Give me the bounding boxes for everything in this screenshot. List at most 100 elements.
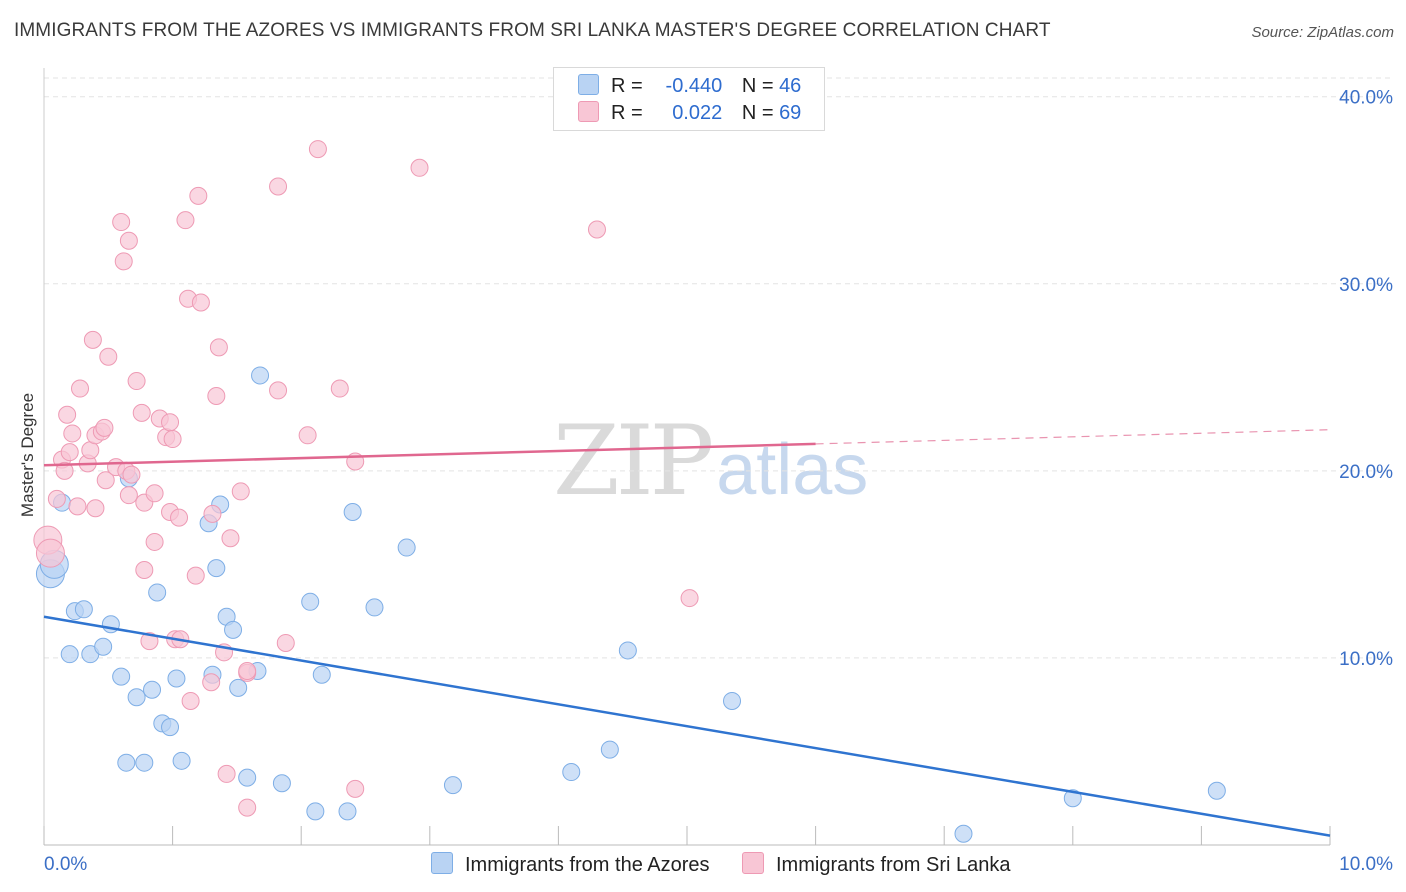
srilanka-point [119,231,138,250]
azores-point [207,559,226,578]
azores-point [172,751,191,770]
srilanka-point [181,691,200,710]
azores-point [1207,781,1226,800]
azores-r-label: R = [611,75,643,97]
srilanka-point [71,379,90,398]
srilanka-point [81,441,100,460]
srilanka-trend-extension [815,429,1331,445]
azores-point [306,802,325,821]
srilanka-point [161,413,180,432]
stats-legend-row-azores: R = -0.440 N = 46 [578,74,801,98]
srilanka-point [207,387,226,406]
srilanka-legend-label: Immigrants from Sri Lanka [776,854,1011,876]
srilanka-point [276,633,295,652]
azores-point [397,538,416,557]
azores-point [343,503,362,522]
srilanka-point [186,566,205,585]
legend-item-srilanka[interactable]: Immigrants from Sri Lanka [742,852,1011,877]
srilanka-point [170,508,189,527]
srilanka-swatch [578,101,599,122]
azores-point [954,824,973,843]
y-axis-label: Master's Degree [18,392,37,518]
azores-trend-line [43,615,1331,837]
srilanka-point [176,211,195,230]
srilanka-point [55,461,74,480]
srilanka-point [298,426,317,445]
srilanka-point [127,372,146,391]
azores-point [443,776,462,795]
srilanka-point [119,486,138,505]
srilanka-point [96,471,115,490]
azores-point [161,718,180,737]
azores-point [272,774,291,793]
srilanka-point [221,529,240,548]
srilanka-r-label: R = [611,102,643,124]
azores-point [143,680,162,699]
azores-point [135,753,154,772]
srilanka-point [308,140,327,159]
srilanka-point [202,673,221,692]
srilanka-legend-swatch [742,852,764,874]
srilanka-point [189,186,208,205]
azores-point [338,802,357,821]
srilanka-point [209,338,228,357]
srilanka-point [269,177,288,196]
azores-point [117,753,136,772]
azores-point [60,645,79,664]
azores-point [1063,789,1082,808]
srilanka-point [58,405,77,424]
azores-point [112,667,131,686]
srilanka-point [163,430,182,449]
srilanka-point [112,213,131,232]
source-credit: Source: ZipAtlas.com [1251,24,1394,41]
y-tick-label: 30.0% [1339,275,1393,296]
srilanka-point [68,497,87,516]
azores-point [94,637,113,656]
azores-point [238,768,257,787]
legend-item-azores[interactable]: Immigrants from the Azores [431,852,710,877]
srilanka-point [191,293,210,312]
srilanka-point [60,443,79,462]
srilanka-point [47,489,66,508]
azores-n-label: N = [741,75,774,97]
azores-point [365,598,384,617]
srilanka-point [203,504,222,523]
azores-point [600,740,619,759]
watermark-zip: ZIP [553,405,714,517]
srilanka-point [410,158,429,177]
srilanka-n-value: 69 [779,102,802,124]
srilanka-r-value: 0.022 [672,102,723,124]
azores-point [224,620,243,639]
y-tick-label: 40.0% [1339,88,1393,109]
srilanka-point [231,482,250,501]
srilanka-point [132,403,151,422]
azores-swatch [578,74,599,95]
srilanka-point [99,347,118,366]
srilanka-point [330,379,349,398]
x-tick-label-max: 10.0% [1339,854,1393,875]
azores-point [229,678,248,697]
srilanka-point [122,465,141,484]
srilanka-point [238,662,257,681]
srilanka-point [145,484,164,503]
srilanka-trend-line [43,442,816,467]
azores-point [618,641,637,660]
azores-legend-swatch [431,852,453,874]
srilanka-point [35,538,65,568]
azores-point [312,665,331,684]
azores-point [562,763,581,782]
x-tick-label-min: 0.0% [44,854,87,875]
chart-title: IMMIGRANTS FROM THE AZORES VS IMMIGRANTS… [14,20,1051,41]
stats-legend-row-srilanka: R = 0.022 N = 69 [578,101,801,125]
y-tick-label: 10.0% [1339,649,1393,670]
azores-point [74,600,93,619]
azores-point [723,691,742,710]
srilanka-point [83,330,102,349]
srilanka-point [95,418,114,437]
srilanka-point [86,499,105,518]
srilanka-point [346,779,365,798]
azores-point [127,688,146,707]
azores-r-value: -0.440 [665,75,723,97]
azores-point [167,669,186,688]
